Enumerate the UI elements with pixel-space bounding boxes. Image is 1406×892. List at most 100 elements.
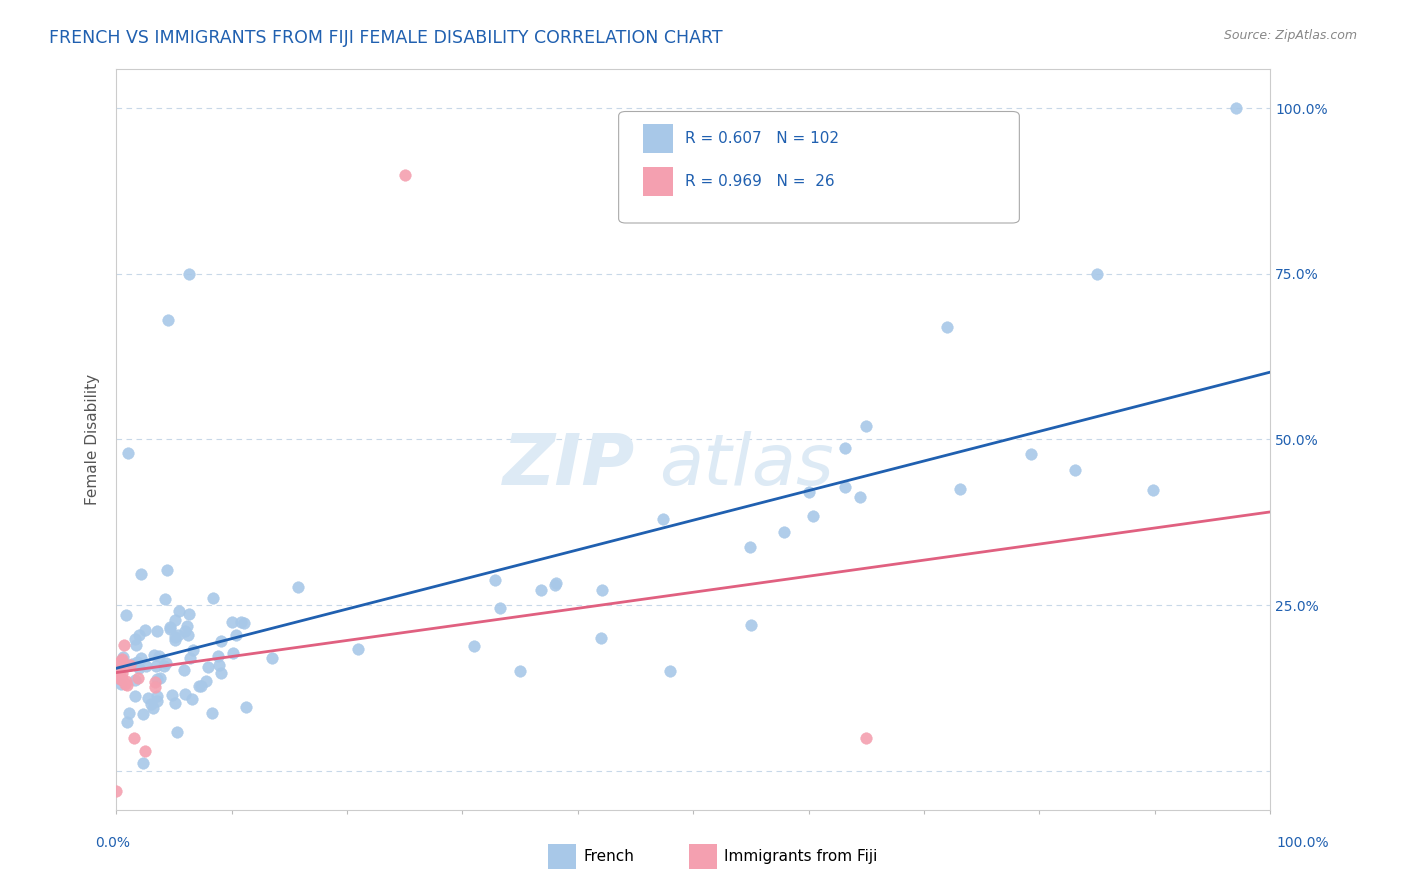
Point bbox=[114, 677, 136, 691]
Point bbox=[225, 628, 247, 642]
Point bbox=[160, 688, 183, 702]
Point bbox=[1063, 463, 1085, 477]
Point bbox=[129, 566, 152, 581]
Point bbox=[1142, 483, 1164, 497]
Point bbox=[125, 638, 148, 652]
Point bbox=[260, 651, 283, 665]
Point bbox=[855, 419, 877, 434]
Point bbox=[659, 665, 682, 679]
Point bbox=[738, 540, 761, 554]
Point bbox=[110, 654, 132, 668]
Point bbox=[153, 591, 176, 606]
Point bbox=[111, 672, 134, 686]
Point bbox=[855, 731, 877, 745]
Text: 0.0%: 0.0% bbox=[96, 836, 131, 850]
Point bbox=[115, 678, 138, 692]
Point bbox=[117, 446, 139, 460]
Point bbox=[544, 578, 567, 592]
Point bbox=[124, 689, 146, 703]
Point bbox=[107, 667, 129, 681]
Point bbox=[174, 624, 197, 639]
Point bbox=[127, 655, 149, 669]
Point bbox=[949, 483, 972, 497]
Point bbox=[232, 615, 254, 630]
Point bbox=[159, 622, 181, 636]
Point bbox=[114, 673, 136, 688]
Point bbox=[190, 679, 212, 693]
Y-axis label: Female Disability: Female Disability bbox=[86, 374, 100, 505]
Text: ZIP: ZIP bbox=[503, 432, 636, 500]
Point bbox=[105, 668, 128, 682]
Point bbox=[201, 706, 224, 721]
Point bbox=[181, 643, 204, 657]
Point bbox=[179, 651, 201, 665]
Point bbox=[112, 650, 135, 665]
Point bbox=[159, 620, 181, 634]
Point bbox=[177, 267, 200, 281]
Point bbox=[115, 608, 138, 623]
Point bbox=[229, 615, 252, 629]
Point bbox=[651, 512, 673, 526]
Text: atlas: atlas bbox=[658, 432, 834, 500]
Point bbox=[107, 657, 129, 672]
Point bbox=[156, 313, 179, 327]
Point bbox=[139, 697, 162, 711]
Point bbox=[148, 648, 170, 663]
Point bbox=[165, 632, 187, 647]
Point bbox=[143, 674, 166, 689]
Point bbox=[120, 657, 142, 672]
Point bbox=[166, 724, 188, 739]
Point bbox=[124, 632, 146, 646]
Point bbox=[156, 563, 179, 577]
Point bbox=[589, 631, 612, 645]
Point bbox=[773, 524, 796, 539]
Point bbox=[195, 674, 218, 689]
Point bbox=[110, 672, 132, 686]
Point bbox=[801, 508, 824, 523]
Point bbox=[173, 663, 195, 677]
Point bbox=[108, 664, 131, 678]
Point bbox=[146, 672, 169, 686]
Point bbox=[1225, 101, 1247, 115]
Point bbox=[132, 756, 155, 770]
Point bbox=[202, 591, 225, 605]
Point bbox=[110, 677, 132, 691]
Point bbox=[155, 656, 177, 670]
Point bbox=[936, 319, 959, 334]
Point bbox=[105, 783, 128, 797]
Point bbox=[143, 680, 166, 694]
Point bbox=[142, 701, 165, 715]
Point bbox=[145, 690, 167, 704]
Point bbox=[1085, 267, 1108, 281]
Point bbox=[115, 715, 138, 730]
Point bbox=[107, 656, 129, 670]
Point bbox=[121, 657, 143, 671]
Point bbox=[128, 628, 150, 642]
Text: Source: ZipAtlas.com: Source: ZipAtlas.com bbox=[1223, 29, 1357, 42]
Text: 100.0%: 100.0% bbox=[1277, 836, 1329, 850]
Point bbox=[111, 665, 134, 680]
Point bbox=[848, 490, 870, 504]
Point bbox=[134, 623, 156, 637]
Point bbox=[221, 615, 243, 629]
Point bbox=[208, 658, 231, 673]
Point bbox=[124, 673, 146, 687]
Point bbox=[146, 694, 169, 708]
Point bbox=[484, 574, 506, 588]
Point bbox=[128, 661, 150, 675]
Text: Immigrants from Fiji: Immigrants from Fiji bbox=[724, 849, 877, 863]
Point bbox=[129, 650, 152, 665]
Text: FRENCH VS IMMIGRANTS FROM FIJI FEMALE DISABILITY CORRELATION CHART: FRENCH VS IMMIGRANTS FROM FIJI FEMALE DI… bbox=[49, 29, 723, 46]
Point bbox=[287, 580, 309, 594]
Point bbox=[1019, 447, 1042, 461]
Point bbox=[209, 665, 232, 680]
Point bbox=[222, 647, 245, 661]
Point bbox=[134, 744, 156, 758]
Point bbox=[132, 706, 155, 721]
Point bbox=[834, 480, 856, 494]
Point bbox=[176, 628, 198, 642]
Point bbox=[146, 624, 169, 638]
Point bbox=[165, 630, 187, 644]
Point bbox=[153, 659, 176, 673]
Point bbox=[797, 485, 820, 500]
